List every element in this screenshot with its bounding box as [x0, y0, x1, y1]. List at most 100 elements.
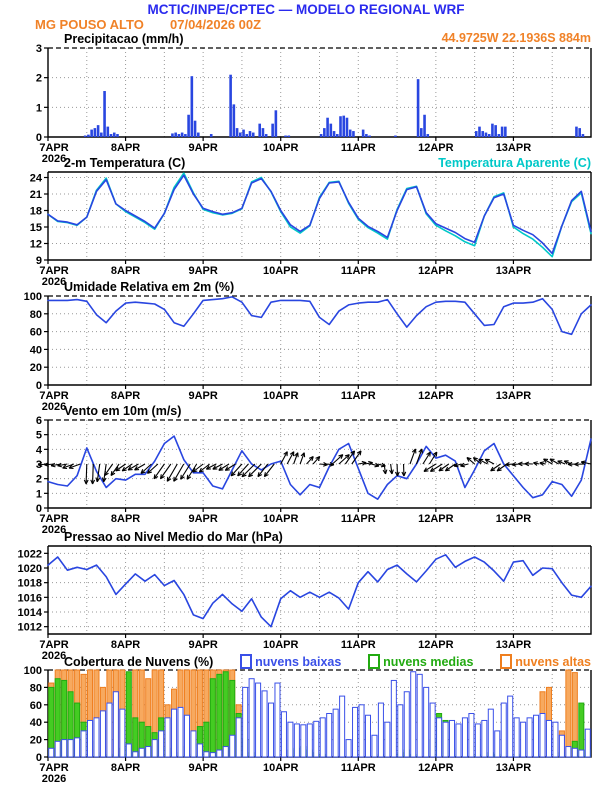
wind-direction-arrows [37, 448, 592, 485]
x-tick-label: 10APR [263, 639, 299, 651]
y-tick-label: 0 [36, 503, 42, 515]
x-tick-label: 7APR [39, 142, 68, 154]
x-tick-label: 10APR [263, 513, 299, 525]
x-tick-label: 10APR [263, 390, 299, 402]
model-title: MCTIC/INPE/CPTEC — MODELO REGIONAL WRF [147, 2, 465, 17]
y-tick-label: 1016 [18, 592, 42, 604]
x-tick-year-label: 2026 [42, 650, 66, 662]
y-tick-label: 80 [30, 682, 42, 694]
y-tick-label: 20 [30, 362, 42, 374]
panel-wind: 01234567APR20268APR9APR10APR11APR12APR13… [36, 415, 592, 536]
x-tick-label: 9APR [188, 142, 217, 154]
y-tick-label: 21 [30, 189, 42, 201]
x-tick-label: 13APR [496, 142, 532, 154]
station-name: MG POUSO ALTO [35, 17, 144, 32]
x-tick-label: 7APR [39, 265, 68, 277]
legend-item-low-clouds: nuvens baixas [240, 654, 341, 669]
panel-title-temperature: 2-m Temperatura (C) [64, 156, 186, 170]
y-tick-label: 5 [36, 430, 42, 442]
x-tick-label: 8APR [111, 265, 140, 277]
x-tick-label: 8APR [111, 762, 140, 774]
x-tick-year-label: 2026 [42, 153, 66, 165]
x-tick-label: 13APR [496, 265, 532, 277]
x-tick-label: 7APR [39, 513, 68, 525]
y-tick-label: 1020 [18, 563, 42, 575]
x-tick-label: 9APR [188, 513, 217, 525]
x-tick-label: 11APR [341, 390, 376, 402]
x-tick-label: 13APR [496, 762, 532, 774]
x-tick-label: 12APR [418, 513, 454, 525]
x-tick-label: 9APR [188, 639, 217, 651]
y-tick-label: 1 [36, 488, 42, 500]
x-tick-label: 7APR [39, 762, 68, 774]
x-tick-label: 11APR [341, 265, 376, 277]
x-tick-label: 8APR [111, 513, 140, 525]
y-tick-label: 3 [36, 43, 42, 55]
panel-title-apparent-temperature: Temperatura Aparente (C) [438, 156, 591, 170]
y-tick-label: 6 [36, 415, 42, 427]
y-tick-label: 1 [36, 102, 42, 114]
y-tick-label: 40 [30, 717, 42, 729]
x-tick-label: 13APR [496, 390, 532, 402]
panel-title-pressure: Pressao ao Nivel Medio do Mar (hPa) [64, 530, 283, 544]
x-tick-label: 13APR [496, 639, 532, 651]
x-tick-label: 12APR [418, 265, 454, 277]
clouds-title-row: Cobertura de Nuvens (%) nuvens baixas nu… [64, 654, 591, 669]
station-coordinates: 44.9725W 22.1936S 884m [441, 31, 591, 45]
panel-title-precipitation: Precipitacao (mm/h) [64, 32, 184, 46]
y-tick-label: 0 [36, 380, 42, 392]
legend-item-high-clouds: nuvens altas [500, 654, 591, 669]
x-tick-label: 12APR [418, 639, 454, 651]
panel-title-wind: Vento em 10m (m/s) [64, 404, 182, 418]
x-tick-year-label: 2026 [42, 524, 66, 536]
y-tick-label: 9 [36, 255, 42, 267]
series-line-temperature-0 [47, 174, 592, 255]
y-tick-label: 1018 [18, 578, 42, 590]
low-clouds-swatch-icon [240, 654, 253, 669]
x-tick-label: 13APR [496, 513, 532, 525]
x-tick-label: 11APR [341, 639, 376, 651]
x-tick-label: 8APR [111, 142, 140, 154]
x-tick-label: 8APR [111, 390, 140, 402]
x-tick-label: 9APR [188, 265, 217, 277]
y-tick-label: 80 [30, 309, 42, 321]
x-tick-label: 7APR [39, 390, 68, 402]
y-tick-label: 60 [30, 327, 42, 339]
x-tick-label: 10APR [263, 265, 299, 277]
y-tick-label: 0 [36, 132, 42, 144]
x-tick-label: 11APR [341, 513, 376, 525]
panel-title-humidity: Umidade Relativa em 2m (%) [64, 280, 235, 294]
y-tick-label: 0 [36, 752, 42, 764]
panel-title-clouds: Cobertura de Nuvens (%) [64, 654, 214, 669]
x-tick-label: 10APR [263, 142, 299, 154]
x-tick-label: 11APR [341, 762, 376, 774]
series-clouds-0 [48, 671, 591, 758]
legend-label-low-clouds: nuvens baixas [255, 654, 342, 669]
x-tick-year-label: 2026 [42, 401, 66, 413]
y-tick-label: 15 [30, 222, 42, 234]
series-line-humidity-0 [47, 296, 592, 336]
y-tick-label: 24 [30, 173, 43, 185]
legend-item-mid-clouds: nuvens medias [368, 654, 473, 669]
series-precipitation-bars [83, 74, 585, 137]
y-tick-label: 100 [24, 291, 42, 303]
x-tick-label: 12APR [418, 762, 454, 774]
y-tick-label: 100 [24, 665, 42, 677]
series-line-pressure-0 [47, 553, 592, 628]
series-line-wind-0 [47, 435, 592, 501]
high-clouds-swatch-icon [500, 654, 513, 669]
x-tick-year-label: 2026 [42, 773, 66, 785]
x-tick-label: 11APR [341, 142, 376, 154]
x-tick-label: 9APR [188, 762, 217, 774]
y-tick-label: 40 [30, 344, 42, 356]
x-tick-label: 10APR [263, 762, 299, 774]
y-tick-label: 1022 [18, 548, 42, 560]
x-tick-label: 7APR [39, 639, 68, 651]
y-tick-label: 2 [36, 73, 42, 85]
